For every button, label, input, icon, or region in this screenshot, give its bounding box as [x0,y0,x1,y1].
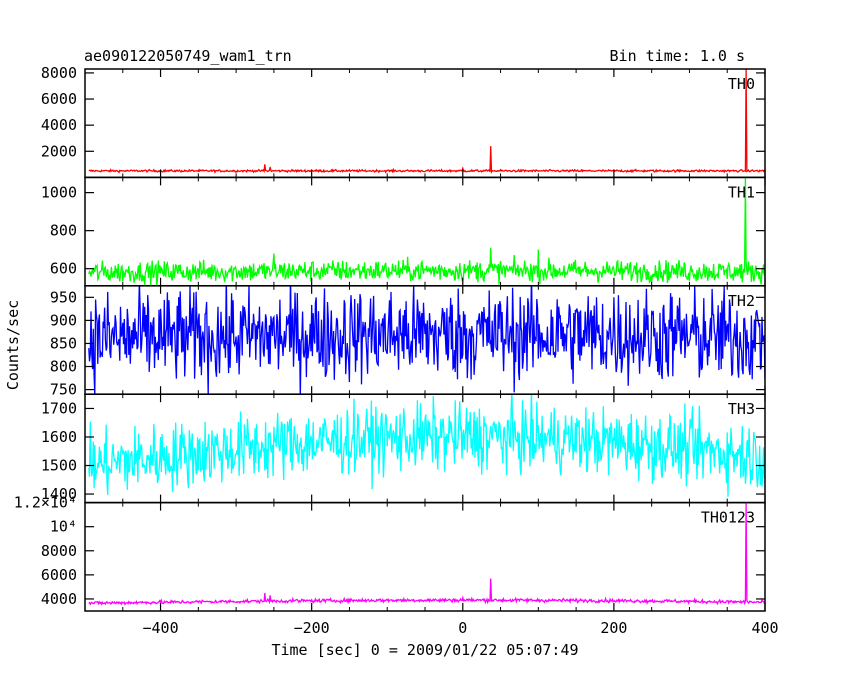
panel-th0: 2000 4000 6000 8000 TH0 [41,64,766,179]
panel-label: TH0 [728,75,755,93]
series-th0123 [88,502,765,606]
panel-frame [84,68,766,179]
panel-label: TH0123 [701,509,755,527]
y-tick-label: 6000 [41,566,77,584]
panel-label: TH3 [728,400,755,418]
chart-title: ae090122050749_wam1_trn [84,47,292,65]
y-tick-label: 800 [50,222,77,240]
y-tick-label: 1000 [41,184,77,202]
bin-time-label: Bin time: 1.0 s [610,47,745,65]
panel-th3: 1400 1500 1600 1700 TH3 [41,393,766,504]
series-th2 [88,285,765,395]
y-tick-label: 1700 [41,399,77,417]
y-tick-label: 4000 [41,590,77,608]
panel-th1: 600 800 1000 TH1 [41,176,766,287]
y-tick-label: 900 [50,311,77,329]
y-tick-label: 2000 [41,142,77,160]
x-tick-label: −200 [294,619,330,637]
y-tick-label: 6000 [41,90,77,108]
x-tick-label: 0 [458,619,467,637]
y-tick-label: 8000 [41,542,77,560]
y-tick-label: 1400 [41,485,77,503]
y-tick-label: 4000 [41,116,77,134]
y-tick-label: 950 [50,288,77,306]
x-tick-label: −400 [142,619,178,637]
x-tick-label: 400 [751,619,778,637]
panel-label: TH1 [728,183,755,201]
panel-th2: 750 800 850 900 950 TH2 [50,285,766,399]
y-tick-label: 750 [50,381,77,399]
series-th0 [88,69,765,175]
panel-frame [84,501,766,612]
y-tick-label: 1600 [41,428,77,446]
x-tick-label: 200 [600,619,627,637]
y-tick-label: 1.2×10⁴ [14,494,77,512]
x-axis-label: Time [sec] 0 = 2009/01/22 05:07:49 [271,641,578,659]
y-axis-label: Counts/sec [4,300,22,390]
y-tick-label: 800 [50,358,77,376]
panel-th0123: 4000 6000 8000 10⁴ 1.2×10⁴ TH0123 [14,494,766,612]
series-th1 [88,177,765,286]
panel-label: TH2 [728,292,755,310]
y-tick-label: 10⁴ [50,518,77,536]
y-tick-label: 1500 [41,457,77,475]
y-tick-label: 8000 [41,64,77,82]
series-th3 [88,394,765,497]
y-tick-label: 600 [50,260,77,278]
y-tick-label: 850 [50,334,77,352]
